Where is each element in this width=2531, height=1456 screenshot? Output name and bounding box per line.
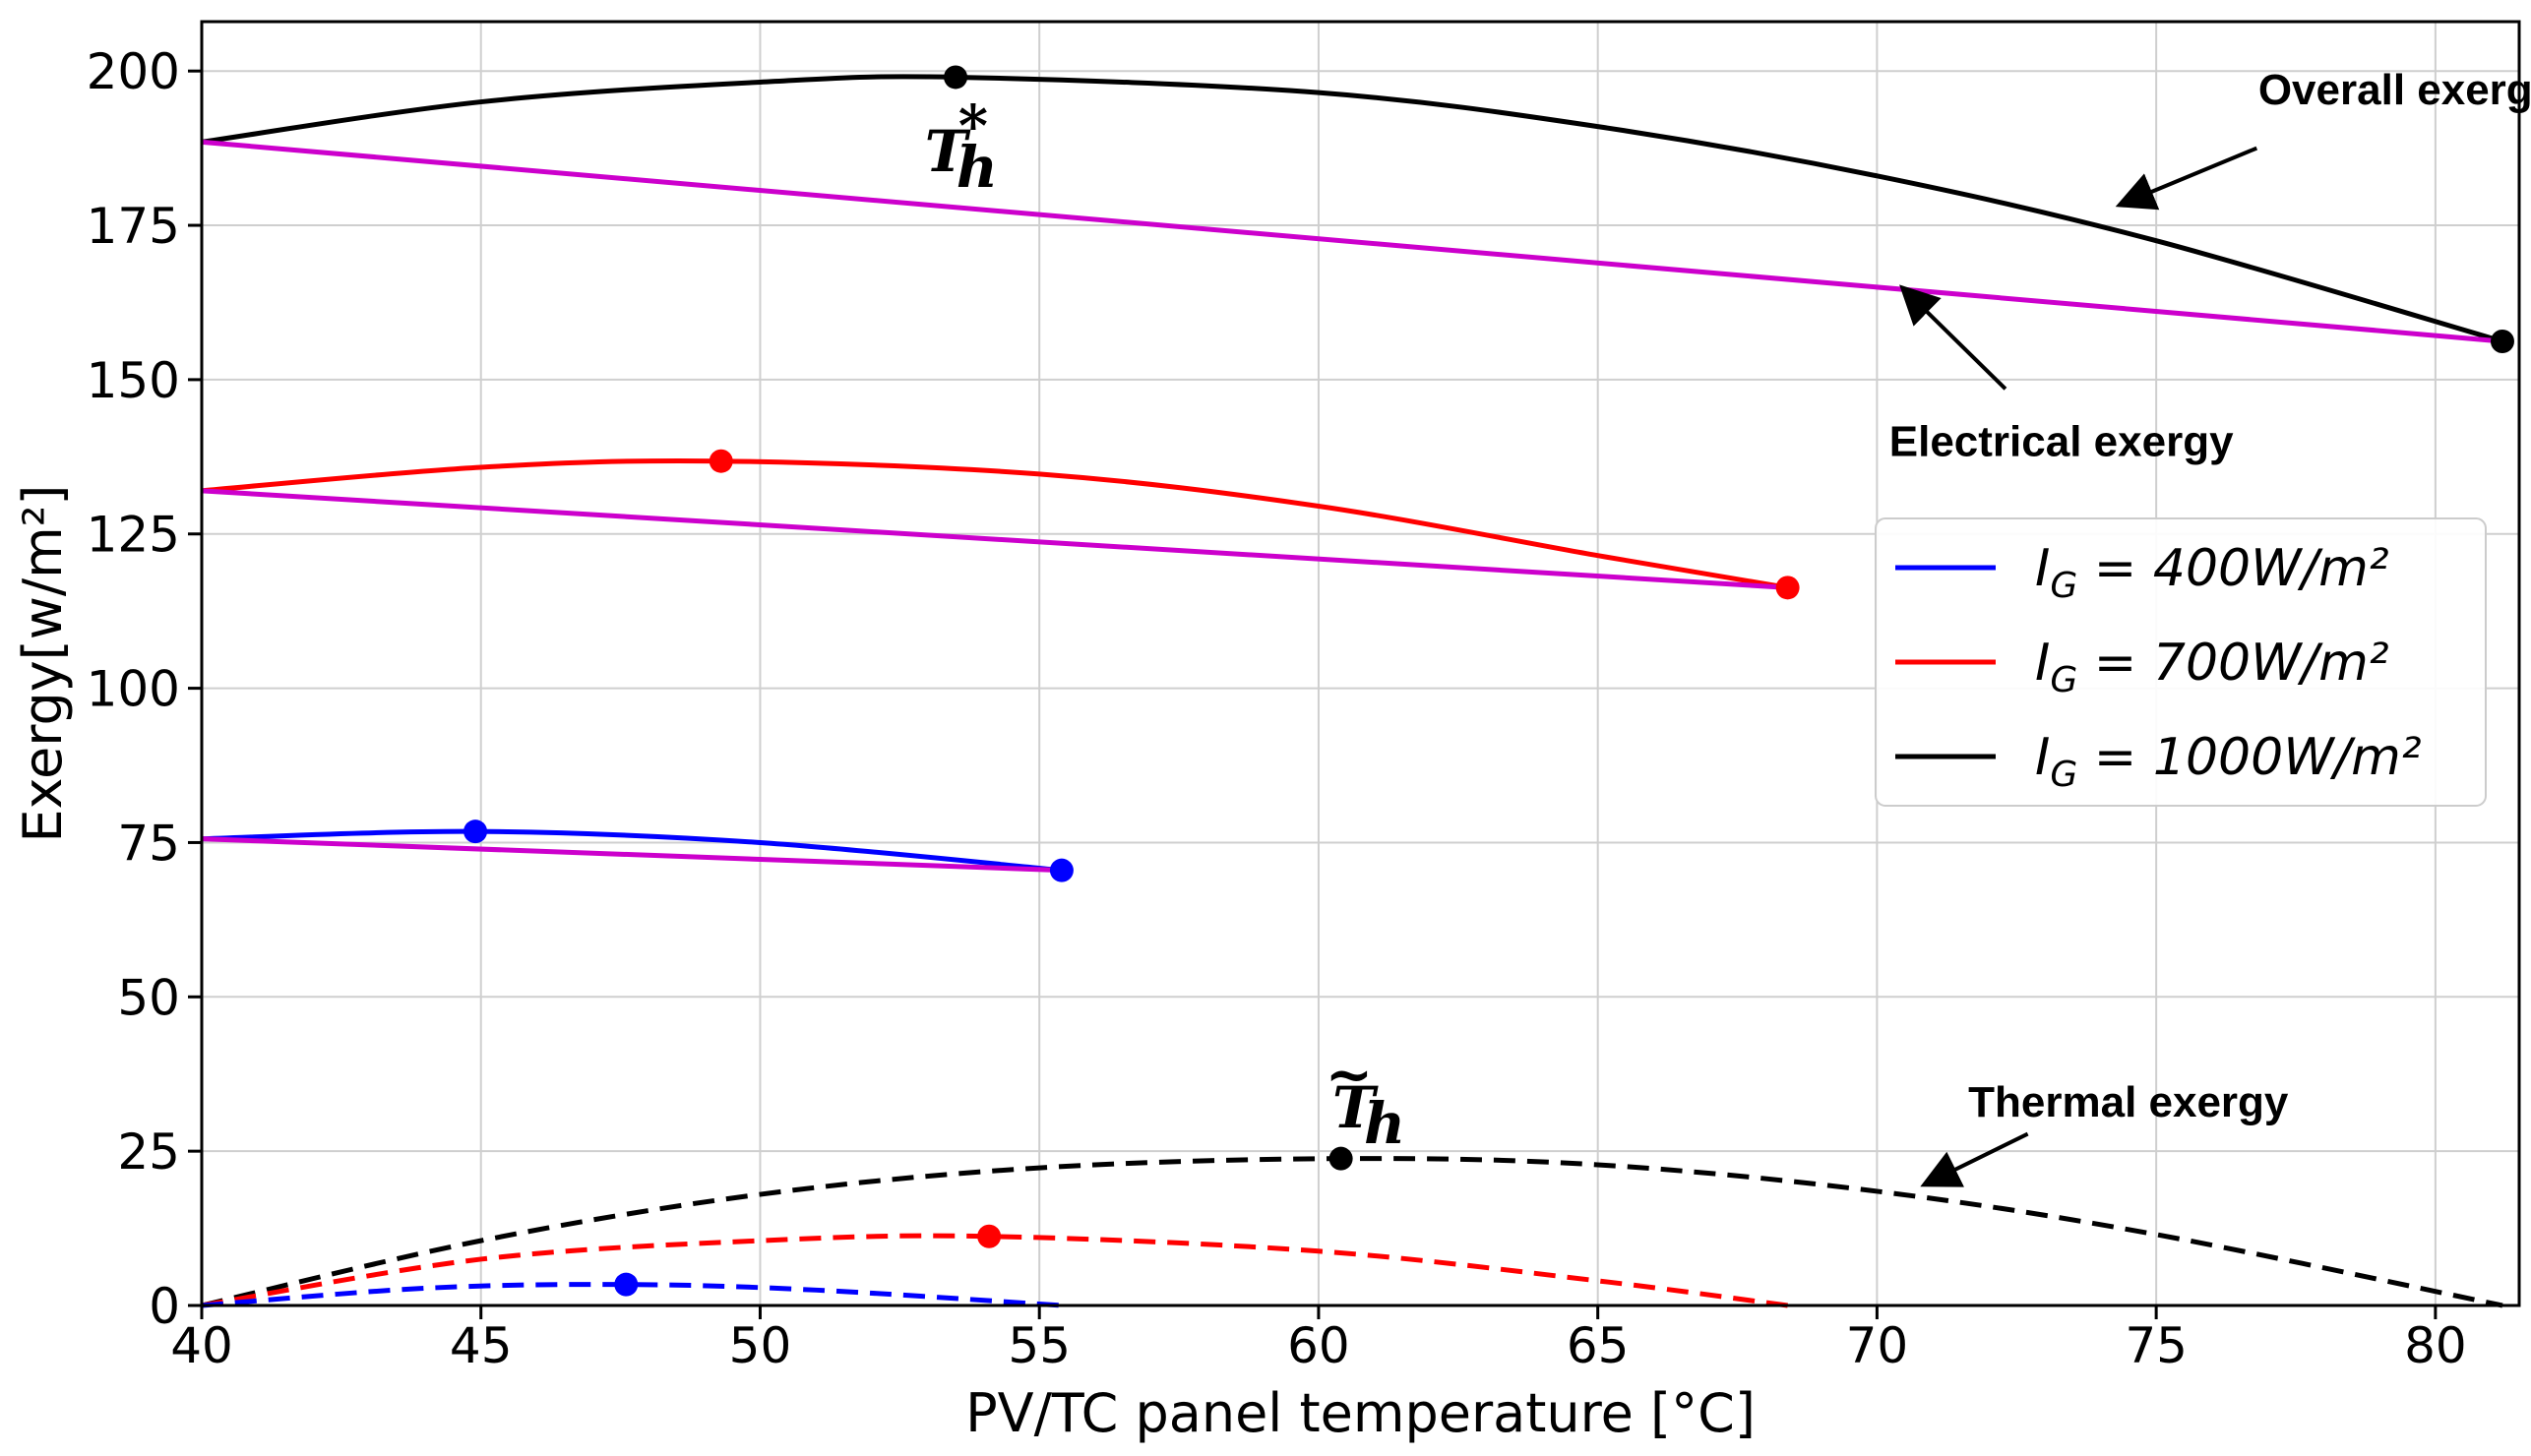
legend-label-sub: G	[2050, 755, 2077, 795]
y-tick-label: 175	[87, 198, 180, 255]
series-line-electrical-exergy-700	[201, 488, 1788, 590]
point-label: Th~	[1326, 1041, 1405, 1157]
legend-label-sub: G	[2050, 660, 2077, 700]
legend-label-main: I	[2035, 634, 2050, 693]
point-label-base: T	[925, 118, 971, 185]
series-line-electrical-exergy-400	[201, 836, 1062, 874]
marker-layer	[463, 65, 2514, 1297]
series-line-overall-exergy-700	[201, 457, 1789, 590]
y-tick-label: 200	[87, 43, 180, 100]
legend-label: IG = 700W/m²	[2035, 634, 2389, 700]
legend-label: IG = 1000W/m²	[2035, 728, 2422, 795]
point-label-tilde: ~	[1326, 1041, 1374, 1108]
x-tick-label: 60	[1287, 1317, 1350, 1374]
data-point-marker	[944, 65, 968, 90]
annotation-arrow	[1920, 1131, 2029, 1187]
x-tick-label: 45	[450, 1317, 513, 1374]
legend-label-rest: = 700W/m²	[2077, 634, 2388, 693]
x-tick-label: 70	[1846, 1317, 1909, 1374]
y-tick-label: 25	[117, 1123, 180, 1181]
data-point-marker	[1328, 1146, 1353, 1171]
data-point-marker	[1049, 858, 1074, 882]
annotation-label: Electrical exergy	[1889, 418, 2234, 466]
tick-layer: 40 45 50 55 60 65 70 75 80 0 25 50 75 100 125 150 175 200	[87, 43, 2467, 1374]
annotation-label: Overall exergy	[2258, 66, 2531, 114]
y-tick-label: 0	[149, 1278, 180, 1335]
legend-label-main: I	[2035, 539, 2050, 598]
point-label-sub: h	[957, 134, 998, 201]
legend-box	[1875, 517, 2487, 807]
data-point-marker	[977, 1224, 1002, 1248]
annotation-arrow	[2115, 146, 2258, 211]
series-line-overall-exergy-1000	[201, 74, 2503, 344]
annotation-label: Thermal exergy	[1968, 1078, 2289, 1126]
series-line-overall-exergy-400	[201, 828, 1063, 874]
y-tick-label: 150	[87, 352, 180, 409]
y-axis-title: Exergy[w/m²]	[12, 485, 74, 843]
point-label-sup: *	[958, 92, 988, 159]
annotation-arrow	[1899, 284, 2007, 391]
x-tick-label: 55	[1008, 1317, 1071, 1374]
point-label-sub: h	[1364, 1090, 1405, 1157]
y-tick-label: 125	[87, 507, 180, 564]
data-point-marker	[1775, 576, 1800, 600]
annotation-layer: Overall exergy Electrical exergy Thermal e…	[925, 66, 2531, 1187]
y-tick-label: 100	[87, 661, 180, 718]
y-tick-label: 50	[117, 969, 180, 1026]
legend-label-rest: = 400W/m²	[2077, 539, 2388, 598]
series-line-thermal-exergy-400	[201, 1282, 1063, 1308]
point-label-base: T	[1332, 1074, 1379, 1141]
x-tick-label: 80	[2404, 1317, 2467, 1374]
data-point-marker	[709, 449, 733, 473]
plot-frame	[200, 20, 2521, 1307]
legend-label-sub: G	[2050, 566, 2077, 606]
x-axis-title: PV/TC panel temperature [°C]	[965, 1382, 1756, 1444]
x-tick-label: 75	[2125, 1317, 2188, 1374]
legend-label: IG = 400W/m²	[2035, 539, 2389, 606]
series-line-electrical-exergy-1000	[201, 139, 2503, 344]
series-line-thermal-exergy-700	[201, 1233, 1788, 1308]
data-point-marker	[2490, 329, 2514, 353]
x-tick-label: 50	[729, 1317, 792, 1374]
data-point-marker	[463, 819, 488, 844]
y-tick-label: 75	[117, 815, 180, 872]
legend-label-main: I	[2035, 728, 2050, 787]
x-tick-label: 40	[170, 1317, 233, 1374]
point-label: Th*	[925, 92, 998, 201]
x-tick-label: 65	[1567, 1317, 1630, 1374]
legend-label-rest: = 1000W/m²	[2077, 728, 2422, 787]
data-point-marker	[614, 1272, 639, 1297]
